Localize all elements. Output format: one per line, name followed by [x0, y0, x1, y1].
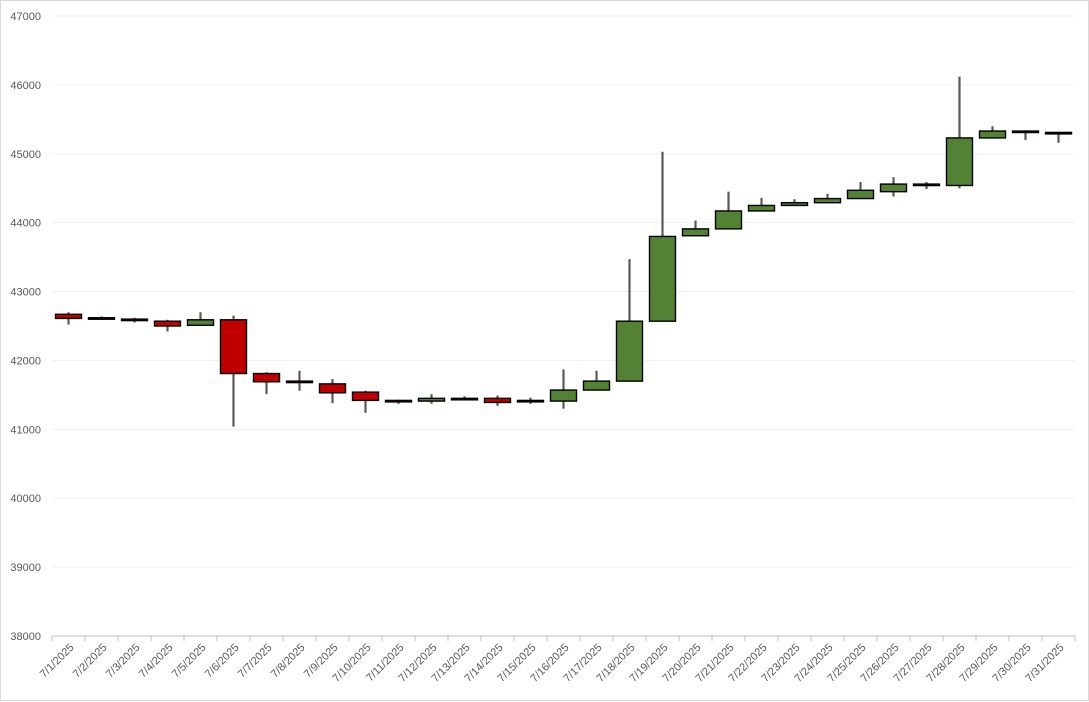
y-tick-label: 47000	[10, 11, 41, 23]
candle-body-up	[747, 204, 776, 212]
candle	[945, 76, 974, 189]
candle	[318, 379, 347, 404]
candle	[483, 395, 512, 406]
y-tick-label: 42000	[10, 355, 41, 367]
candle	[516, 397, 545, 404]
y-tick-label: 39000	[10, 562, 41, 574]
candles	[54, 76, 1073, 427]
x-tick-label: 7/3/2025	[104, 642, 143, 681]
candle	[120, 317, 149, 323]
candle-body-up	[648, 235, 677, 322]
candle-body-down	[384, 399, 413, 403]
candle	[846, 182, 875, 200]
y-tick-label: 43000	[10, 287, 41, 299]
candle-body-up	[186, 319, 215, 327]
candle	[582, 370, 611, 391]
candle	[1011, 130, 1040, 140]
candle	[285, 370, 314, 391]
candle-body-down	[1011, 130, 1040, 134]
candle-body-down	[318, 383, 347, 394]
candle	[747, 197, 776, 212]
candle-body-up	[681, 228, 710, 237]
y-tick-label: 45000	[10, 149, 41, 161]
x-tick-label: 7/2/2025	[71, 642, 110, 681]
candle	[978, 126, 1007, 139]
y-tick-label: 44000	[10, 218, 41, 230]
candle-body-down	[516, 399, 545, 403]
candle	[912, 182, 941, 189]
candle-body-down	[219, 319, 248, 375]
y-tick-label: 46000	[10, 80, 41, 92]
candle	[54, 312, 83, 325]
candle-body-up	[450, 397, 479, 401]
x-tick-label: 7/7/2025	[236, 642, 275, 681]
candle-body-down	[54, 313, 83, 320]
candle	[813, 193, 842, 204]
candle	[615, 259, 644, 382]
candle-body-down	[483, 397, 512, 404]
candle	[186, 312, 215, 327]
candle	[681, 220, 710, 237]
candle-body-down	[87, 317, 116, 320]
candle	[351, 390, 380, 413]
candle	[153, 319, 182, 332]
grid-lines	[52, 15, 1075, 568]
candle	[780, 199, 809, 207]
candle-body-up	[714, 210, 743, 230]
candle-body-down	[285, 380, 314, 384]
y-axis: 38000 39000 40000 41000 42000 43000 44000 45000…	[10, 11, 41, 643]
y-tick-label: 38000	[10, 631, 41, 643]
x-tick-label: 7/8/2025	[269, 642, 308, 681]
candle-body-up	[879, 183, 908, 193]
candle-body-up	[780, 201, 809, 207]
x-tick-label: 7/1/2025	[38, 642, 77, 681]
candle-body-down	[1044, 131, 1073, 135]
candle	[879, 177, 908, 197]
y-tick-label: 41000	[10, 424, 41, 436]
candle	[384, 399, 413, 404]
candle	[417, 394, 446, 404]
candle	[549, 369, 578, 409]
candle-body-up	[813, 197, 842, 204]
candle-body-up	[615, 320, 644, 382]
candle-body-up	[846, 189, 875, 200]
candle-body-up	[978, 130, 1007, 139]
candle	[450, 396, 479, 401]
candle-body-up	[549, 389, 578, 402]
candle-body-down	[912, 183, 941, 187]
candle-body-down	[153, 320, 182, 327]
y-tick-label: 40000	[10, 493, 41, 505]
candle-body-up	[945, 137, 974, 187]
candle	[1044, 131, 1073, 143]
x-axis: 7/1/20257/2/20257/3/20257/4/20257/5/2025…	[38, 635, 1076, 685]
candle-body-down	[351, 391, 380, 402]
candle	[219, 315, 248, 427]
candle-body-down	[252, 372, 281, 383]
candle-body-up	[582, 380, 611, 391]
candle	[648, 151, 677, 322]
candle-body-up	[417, 397, 446, 402]
candle	[252, 372, 281, 395]
candle	[87, 316, 116, 320]
x-tick-label: 7/6/2025	[203, 642, 242, 681]
candle	[714, 191, 743, 230]
x-tick-label: 7/5/2025	[170, 642, 209, 681]
x-tick-label: 7/4/2025	[137, 642, 176, 681]
candle-body-down	[120, 318, 149, 322]
